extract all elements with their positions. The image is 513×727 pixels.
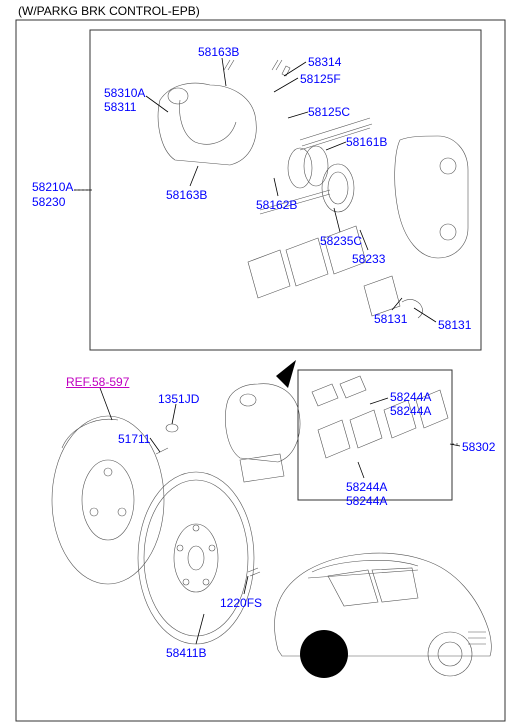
pointer-arrow-icon [276, 360, 296, 388]
rotor-disc-sketch [138, 472, 260, 644]
diagram-root: { "header": { "title": "(W/PARKG BRK CON… [0, 0, 513, 727]
part-label-58311: 58311 [104, 100, 136, 114]
lead-line [358, 462, 364, 478]
part-label-58310A: 58310A [104, 86, 145, 100]
part-label-58163B-2: 58163B [166, 188, 207, 202]
lead-line [274, 178, 278, 196]
part-label-58125F: 58125F [300, 72, 341, 86]
lead-line [172, 404, 176, 424]
lead-line [146, 96, 168, 112]
lead-lines-group [74, 58, 460, 644]
part-label-58230: 58230 [32, 195, 65, 209]
part-label-1351JD: 1351JD [158, 392, 199, 406]
vehicle-silhouette [274, 553, 491, 678]
lead-line [288, 112, 308, 118]
lead-line [326, 142, 346, 150]
part-label-58233: 58233 [352, 252, 385, 266]
lead-line [274, 78, 298, 92]
part-label-58244A-4: 58244A [346, 494, 387, 508]
part-label-58302: 58302 [462, 440, 495, 454]
upper-inset-frame [90, 30, 481, 350]
diagram-header: (W/PARKG BRK CONTROL-EPB) [18, 4, 200, 18]
lead-line [222, 58, 226, 86]
lead-line [100, 388, 112, 420]
dust-shield-sketch [52, 416, 178, 584]
part-label-58244A-3: 58244A [346, 480, 387, 494]
part-label-58161B: 58161B [346, 135, 387, 149]
part-label-58411B: 58411B [166, 646, 206, 660]
part-label-58131-1: 58131 [374, 312, 407, 326]
caliper-mini-sketch [225, 360, 300, 482]
part-label-58163B-1: 58163B [198, 45, 239, 59]
lead-line [334, 208, 340, 232]
lead-line [414, 308, 436, 322]
part-label-58162B: 58162B [256, 198, 297, 212]
part-label-58235C: 58235C [320, 234, 362, 248]
part-label-58314: 58314 [308, 55, 341, 69]
part-label-58125C: 58125C [308, 105, 350, 119]
lead-line [150, 438, 160, 452]
ref-label-58-597[interactable]: REF.58-597 [66, 375, 129, 389]
diagram-canvas [0, 0, 513, 727]
lead-line [370, 398, 388, 404]
lead-line [196, 614, 204, 644]
part-label-1220FS: 1220FS [220, 596, 262, 610]
part-label-58131-2: 58131 [438, 318, 471, 332]
lead-line [190, 166, 198, 186]
part-label-58210A: 58210A [32, 180, 73, 194]
lead-line [392, 298, 402, 310]
part-label-51711: 51711 [118, 432, 150, 446]
part-label-58244A-2: 58244A [390, 404, 431, 418]
part-label-58244A-1: 58244A [390, 390, 431, 404]
rear-wheel-highlight [300, 630, 348, 678]
